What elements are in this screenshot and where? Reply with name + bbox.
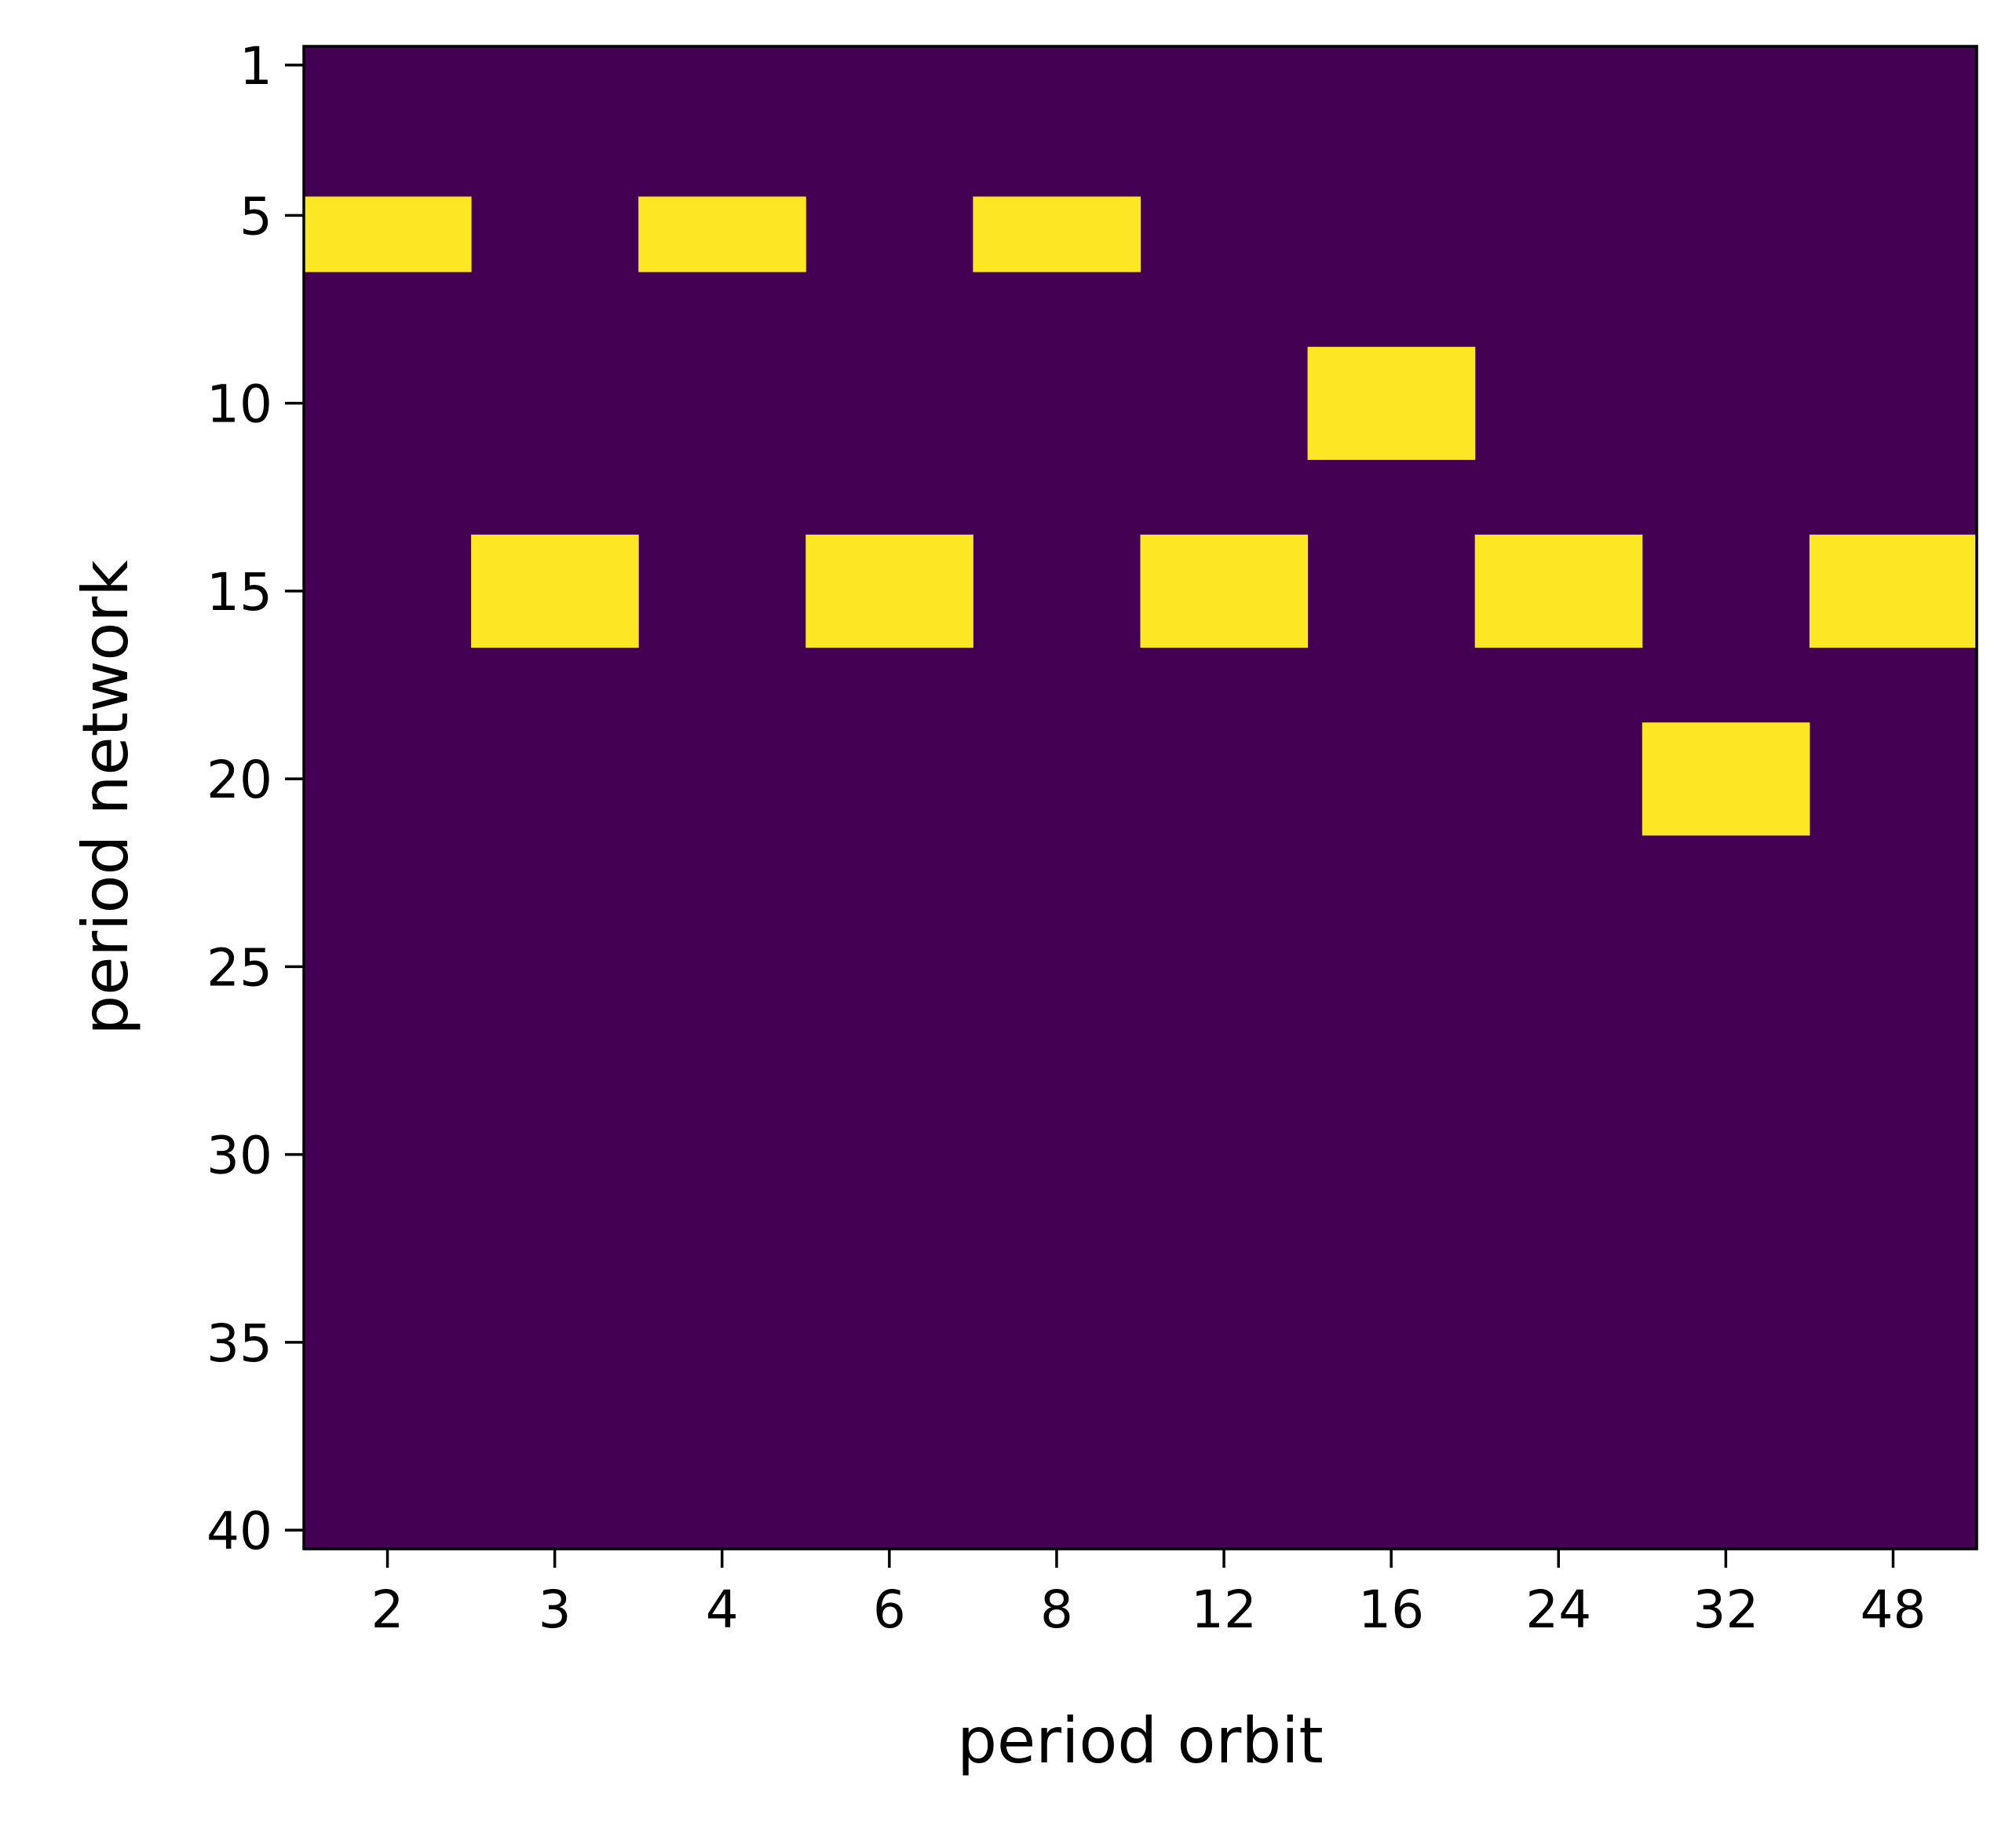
heatmap-cell-x8 xyxy=(973,196,1141,272)
heatmap-cell-x6 xyxy=(805,535,973,648)
y-tick-label: 25 xyxy=(206,937,272,998)
x-axis-ticks: 2 3 4 6 8 12 16 24 32 48 xyxy=(371,1549,1926,1640)
y-tick-label: 35 xyxy=(206,1313,272,1374)
y-tick-label: 10 xyxy=(206,374,272,435)
x-axis-label: period orbit xyxy=(957,1704,1323,1777)
heatmap-cell-x32 xyxy=(1642,722,1810,836)
plot-frame xyxy=(302,45,1978,1550)
x-tick-label: 4 xyxy=(706,1579,739,1640)
heatmap-cell-x2 xyxy=(304,196,472,272)
heatmap-cells xyxy=(304,46,1978,1549)
x-tick-label: 2 xyxy=(371,1579,404,1640)
y-tick-label: 5 xyxy=(239,186,272,247)
x-tick-label: 12 xyxy=(1191,1579,1257,1640)
x-tick-label: 6 xyxy=(873,1579,906,1640)
x-tick-label: 16 xyxy=(1358,1579,1424,1640)
x-tick-label: 24 xyxy=(1525,1579,1591,1640)
x-tick-label: 32 xyxy=(1693,1579,1759,1640)
y-tick-label: 30 xyxy=(206,1126,272,1186)
heatmap-cell-x48 xyxy=(1809,535,1978,648)
x-tick-label: 8 xyxy=(1040,1579,1073,1640)
x-tick-label: 3 xyxy=(539,1579,572,1640)
heatmap-cell-x24 xyxy=(1474,535,1643,648)
heatmap-cell-x4 xyxy=(638,196,806,272)
x-tick-label: 48 xyxy=(1860,1579,1926,1640)
y-tick-label: 1 xyxy=(239,36,272,97)
heatmap-cell-x3 xyxy=(471,535,639,648)
heatmap-cell-x12 xyxy=(1140,535,1309,648)
y-axis-label: period network xyxy=(69,560,142,1035)
y-tick-label: 40 xyxy=(206,1501,272,1561)
heatmap-cell-x16 xyxy=(1307,346,1476,460)
y-tick-label: 20 xyxy=(206,750,272,810)
y-tick-label: 15 xyxy=(206,562,272,623)
